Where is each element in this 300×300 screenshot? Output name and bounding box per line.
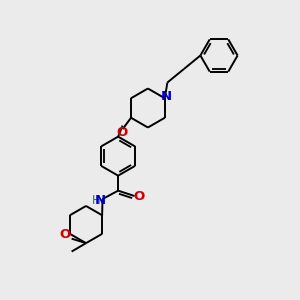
Text: O: O bbox=[116, 126, 127, 139]
Text: H: H bbox=[92, 194, 100, 207]
Text: O: O bbox=[59, 228, 71, 241]
Text: N: N bbox=[95, 194, 106, 207]
Text: O: O bbox=[133, 190, 144, 202]
Text: N: N bbox=[161, 90, 172, 103]
